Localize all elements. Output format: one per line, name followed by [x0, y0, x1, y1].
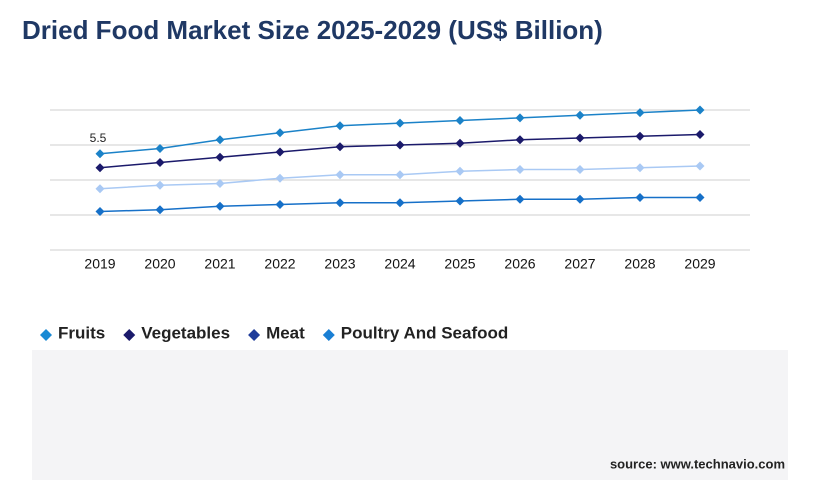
point	[395, 170, 405, 180]
x-tick-label: 2024	[384, 256, 415, 272]
point	[155, 144, 165, 153]
legend-label: Vegetables	[141, 323, 230, 342]
x-tick-label: 2021	[204, 256, 235, 272]
point	[575, 133, 585, 143]
point	[215, 179, 225, 188]
legend-label: Fruits	[58, 323, 105, 342]
legend-panel	[32, 350, 788, 480]
point	[275, 128, 285, 138]
x-tick-label: 2023	[324, 256, 355, 272]
point	[635, 131, 645, 141]
point	[515, 194, 525, 204]
point	[335, 170, 345, 180]
point	[155, 180, 165, 190]
point	[515, 165, 525, 174]
point	[455, 196, 465, 206]
point	[695, 161, 705, 171]
x-tick-label: 2020	[144, 256, 175, 272]
point	[635, 163, 645, 173]
x-tick-label: 2027	[564, 256, 595, 272]
point	[695, 130, 705, 139]
point	[395, 118, 405, 128]
chart-title: Dried Food Market Size 2025-2029 (US$ Bi…	[22, 15, 603, 45]
point	[335, 121, 345, 131]
point	[95, 207, 105, 216]
point	[635, 193, 645, 202]
point	[575, 165, 585, 174]
point	[275, 173, 285, 183]
point	[455, 116, 465, 125]
legend-marker	[40, 329, 52, 341]
point	[695, 105, 705, 115]
data-label: 5.5	[90, 131, 107, 145]
point	[575, 110, 585, 120]
x-tick-label: 2028	[624, 256, 655, 272]
point	[95, 184, 105, 194]
point	[275, 147, 285, 157]
x-tick-label: 2029	[684, 256, 715, 272]
x-tick-label: 2022	[264, 256, 295, 272]
point	[215, 152, 225, 162]
point	[275, 200, 285, 209]
point	[515, 135, 525, 145]
point	[575, 194, 585, 204]
x-tick-label: 2026	[504, 256, 535, 272]
point	[455, 166, 465, 176]
point	[335, 142, 345, 152]
point	[155, 158, 165, 167]
point	[95, 163, 105, 173]
series-line	[99, 133, 701, 169]
legend-label: Meat	[266, 323, 305, 342]
point	[635, 108, 645, 118]
point	[455, 138, 465, 148]
legend-marker	[123, 329, 136, 341]
legend-label: Poultry And Seafood	[341, 323, 509, 342]
point	[395, 198, 405, 208]
legend-marker	[248, 329, 261, 341]
point	[695, 193, 705, 202]
point	[395, 140, 405, 150]
point	[215, 135, 225, 145]
x-tick-label: 2025	[444, 256, 475, 272]
source: source: www.technavio.com	[610, 456, 785, 471]
legend-marker	[322, 329, 335, 341]
point	[155, 205, 165, 215]
point	[95, 149, 105, 159]
point	[215, 201, 225, 211]
x-tick-label: 2019	[84, 256, 115, 272]
point	[515, 113, 525, 123]
point	[335, 198, 345, 208]
